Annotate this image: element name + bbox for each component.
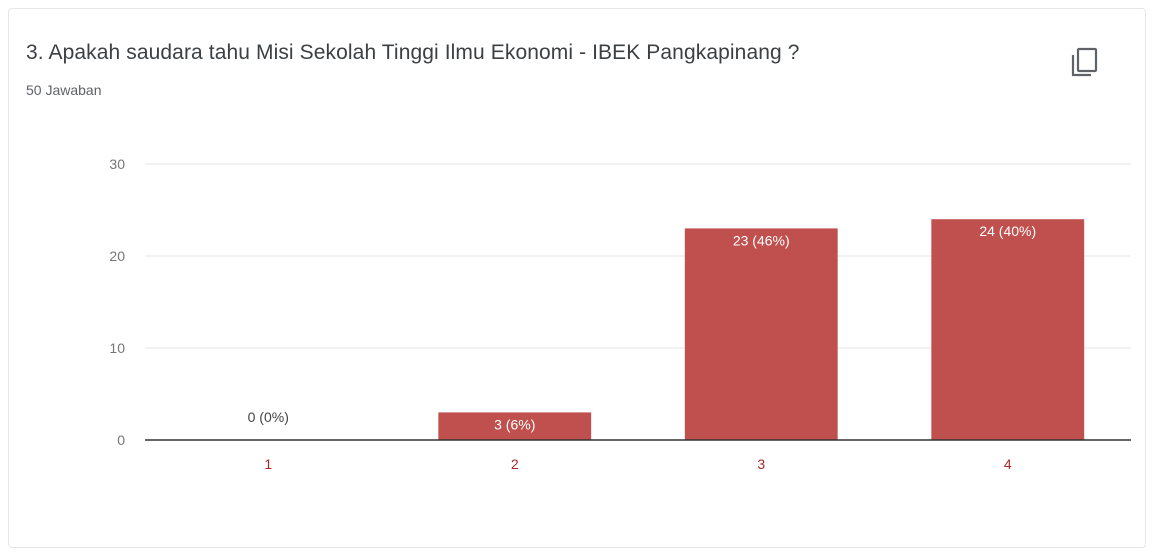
question-title: 3. Apakah saudara tahu Misi Sekolah Ting… [26, 41, 800, 64]
x-category-label: 3 [757, 456, 765, 472]
axes: 0 10 20 30 [109, 156, 1131, 448]
x-category-label: 4 [1004, 456, 1012, 472]
x-category-label: 1 [264, 456, 272, 472]
bars [438, 219, 1085, 440]
data-label: 0 (0%) [248, 409, 289, 425]
data-label: 24 (40%) [979, 223, 1036, 239]
data-label: 3 (6%) [494, 416, 535, 432]
copy-icon [1071, 47, 1098, 77]
x-category-label: 2 [511, 456, 519, 472]
data-label: 23 (46%) [733, 232, 790, 248]
bar[interactable] [438, 412, 592, 440]
copy-chart-button[interactable] [1064, 42, 1104, 82]
labels: 0 (0%) 1 3 (6%) 2 23 (46%) 3 24 (40%) 4 [248, 223, 1037, 472]
y-tick-label: 20 [109, 248, 125, 264]
bar[interactable] [684, 228, 838, 440]
response-count: 50 Jawaban [26, 82, 102, 98]
y-tick-label: 10 [109, 340, 125, 356]
bar[interactable] [931, 219, 1085, 440]
y-tick-label: 30 [109, 156, 125, 172]
y-tick-label: 0 [117, 432, 125, 448]
